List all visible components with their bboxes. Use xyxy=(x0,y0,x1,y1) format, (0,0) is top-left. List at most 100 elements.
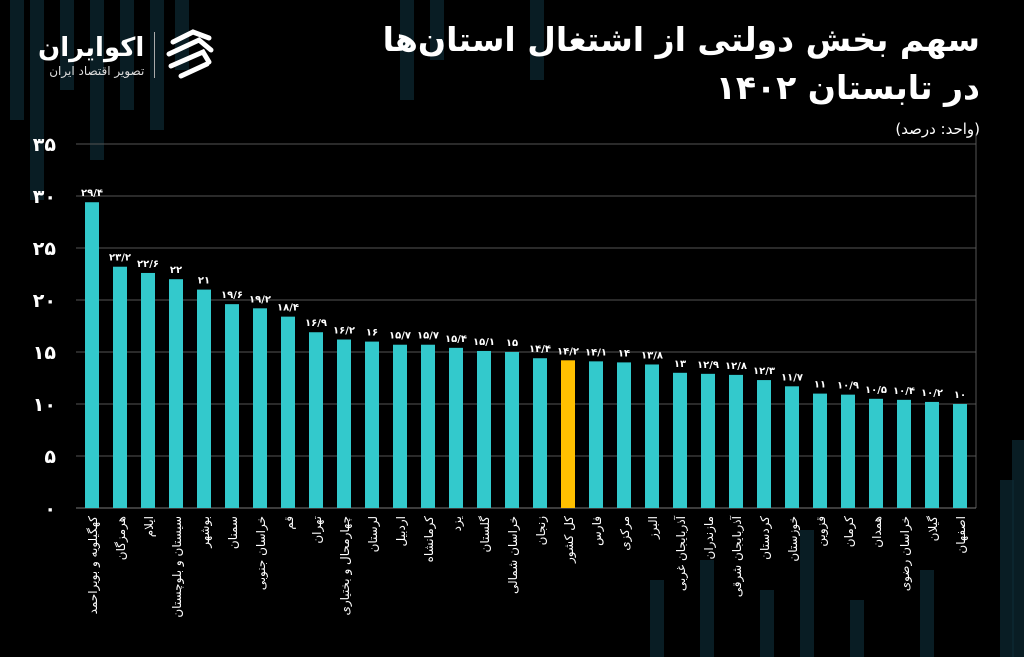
bar xyxy=(757,380,771,508)
data-label: ۱۴/۴ xyxy=(529,344,551,355)
category-label: هرمزگان xyxy=(114,516,129,560)
bar xyxy=(85,202,99,509)
category-label: قم xyxy=(282,516,296,530)
bar xyxy=(365,341,379,508)
chart-title-line2: در تابستان ۱۴۰۲ xyxy=(715,68,980,107)
decorative-bar xyxy=(650,580,664,657)
logo-name: اکوایران xyxy=(38,33,145,63)
category-label: ایلام xyxy=(142,516,156,537)
bar xyxy=(309,332,323,508)
y-tick-label: ۱۰ xyxy=(33,394,56,416)
chart-unit: (واحد: درصد) xyxy=(895,120,980,138)
data-label: ۱۶ xyxy=(366,328,378,339)
bar xyxy=(589,361,603,508)
category-label: بوشهر xyxy=(198,516,213,549)
data-label: ۱۵/۴ xyxy=(445,334,467,345)
bar xyxy=(673,372,687,508)
logo-tagline: تصویر اقتصاد ایران xyxy=(49,64,145,78)
y-tick-label: ۳۵ xyxy=(33,134,57,156)
category-label: همدان xyxy=(870,516,884,548)
data-label: ۱۴/۱ xyxy=(585,347,607,358)
data-label: ۱۵ xyxy=(506,338,518,349)
bar xyxy=(925,401,939,508)
y-tick-label: ۲۰ xyxy=(33,290,56,312)
y-tick-label: ۱۵ xyxy=(33,342,57,364)
data-label: ۱۳/۸ xyxy=(641,350,663,361)
category-label: فارس xyxy=(590,516,605,546)
bar xyxy=(253,308,267,508)
category-label: مرکزی xyxy=(618,516,633,551)
decorative-bar xyxy=(530,0,544,80)
category-label: گلستان xyxy=(478,516,492,553)
bar xyxy=(841,394,855,508)
decorative-bar xyxy=(700,560,714,657)
data-label: ۱۵/۱ xyxy=(473,337,495,348)
category-label: کردستان xyxy=(758,516,773,560)
data-label: ۱۶/۹ xyxy=(305,318,327,329)
data-label: ۱۱ xyxy=(814,380,826,391)
data-label: ۲۳/۲ xyxy=(109,253,131,264)
data-label: ۱۵/۷ xyxy=(389,331,411,342)
category-label: خراسان جنوبی xyxy=(254,516,269,590)
data-label: ۱۶/۲ xyxy=(333,326,355,337)
category-label: خراسان شمالی xyxy=(506,516,521,594)
data-label: ۱۱/۷ xyxy=(781,372,803,383)
data-label: ۱۰/۹ xyxy=(837,381,859,392)
bar xyxy=(449,347,463,508)
bar xyxy=(813,393,827,508)
data-label: ۱۲/۸ xyxy=(725,361,747,372)
decorative-bar xyxy=(90,0,104,160)
bar xyxy=(729,374,743,508)
bar xyxy=(281,316,295,508)
bar xyxy=(337,339,351,508)
y-tick-label: ۰ xyxy=(44,498,56,520)
decorative-bar xyxy=(150,0,164,130)
category-label: اردبیل xyxy=(394,516,409,547)
category-label: خراسان رضوی xyxy=(898,516,913,591)
category-label: البرز xyxy=(646,516,661,540)
data-label: ۱۹/۶ xyxy=(221,290,243,301)
bar xyxy=(561,360,575,508)
decorative-bar xyxy=(400,0,414,100)
bar xyxy=(197,289,211,508)
decorative-bar xyxy=(30,0,44,200)
category-label: مازندران xyxy=(702,516,717,559)
decorative-bar xyxy=(760,590,774,657)
bar xyxy=(953,404,967,508)
data-label: ۱۳ xyxy=(674,359,686,370)
data-label: ۱۰/۴ xyxy=(893,386,915,397)
decorative-bar xyxy=(920,570,934,657)
data-label: ۱۲/۳ xyxy=(753,366,775,377)
chart-title-line1: سهم بخش دولتی از اشتغال استان‌ها xyxy=(382,20,980,59)
category-label: قزوین xyxy=(814,516,829,547)
data-label: ۲۹/۴ xyxy=(81,188,103,199)
bar xyxy=(505,352,519,508)
decorative-bar xyxy=(60,0,74,90)
category-label: خوزستان xyxy=(786,516,801,562)
bar xyxy=(421,344,435,508)
decorative-bar xyxy=(120,0,134,110)
bar xyxy=(533,358,547,508)
bar xyxy=(169,279,183,508)
bar xyxy=(477,350,491,508)
data-label: ۱۰/۲ xyxy=(921,388,943,399)
category-label: چهارمحال و بختیاری xyxy=(338,516,353,616)
data-label: ۱۵/۷ xyxy=(417,331,439,342)
bar xyxy=(225,304,239,508)
data-label: ۱۸/۴ xyxy=(277,303,299,314)
bar xyxy=(897,399,911,508)
logo-stripes-icon xyxy=(166,29,214,79)
data-label: ۲۲/۶ xyxy=(137,259,159,270)
data-label: ۱۰/۵ xyxy=(865,385,887,396)
data-label: ۲۱ xyxy=(198,276,210,287)
data-label: ۱۰ xyxy=(954,390,966,401)
y-tick-label: ۵ xyxy=(44,446,56,468)
category-label: کرمانشاه xyxy=(422,516,437,563)
y-tick-label: ۲۵ xyxy=(33,238,57,260)
category-label: یزد xyxy=(450,516,465,531)
category-label: کرمان xyxy=(842,516,857,548)
category-label: کل کشور xyxy=(562,516,577,564)
category-label: تهران xyxy=(310,516,325,544)
category-label: سمنان xyxy=(226,516,240,549)
